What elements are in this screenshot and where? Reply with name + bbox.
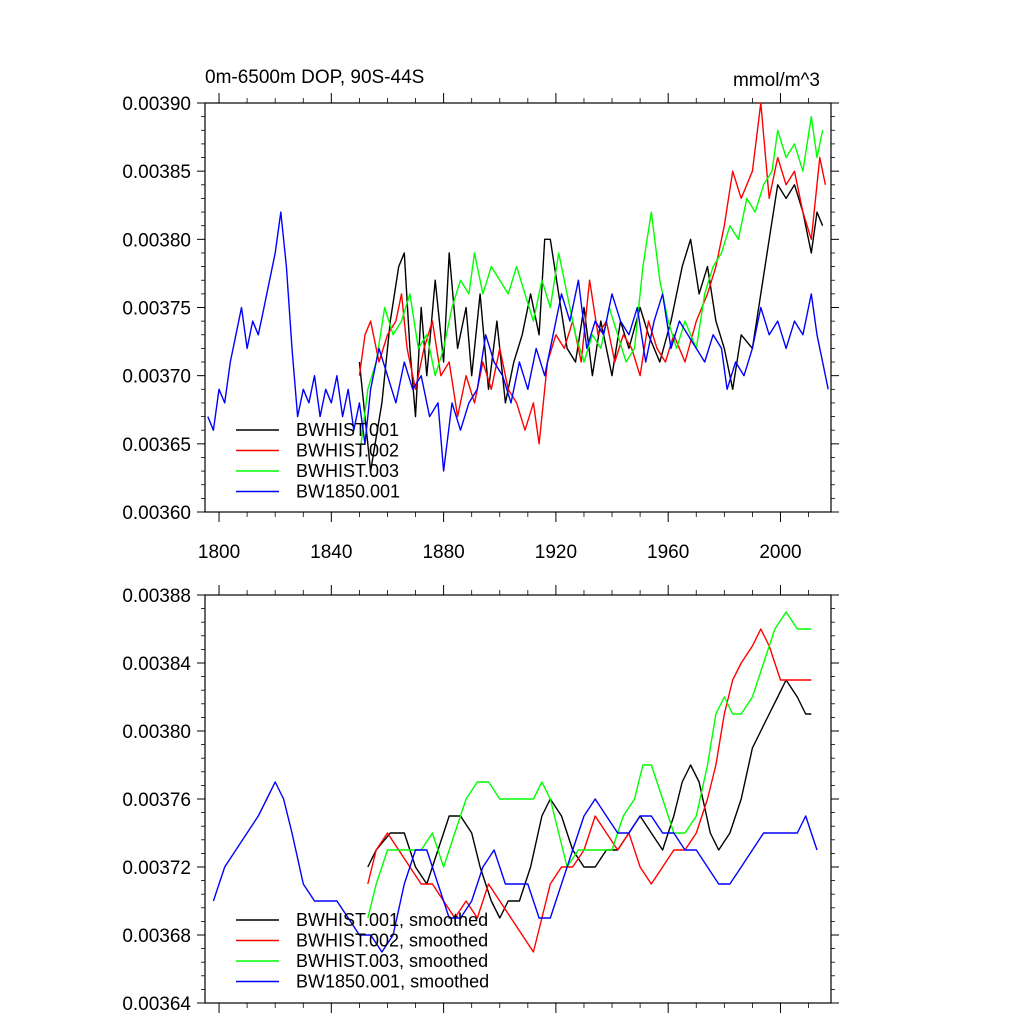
series-line-bwhist-001 [358, 184, 824, 472]
series-line-bwhist-003 [358, 115, 824, 458]
timeseries-panel-raw: 0m-6500m DOP, 90S-44S mmol/m^3 0.003600.… [122, 67, 839, 563]
panel-units-label: mmol/m^3 [733, 70, 820, 91]
legend-label: BWHIST.002 [296, 441, 399, 461]
y-tick-label: 0.00385 [122, 162, 191, 183]
panel-title-left: 0m-6500m DOP, 90S-44S [205, 67, 424, 88]
y-tick-label: 0.00376 [122, 790, 191, 811]
y-tick-label: 0.00365 [122, 435, 191, 456]
y-tick-label: 0.00364 [122, 994, 191, 1015]
series-line-bw1850-001-smoothed [212, 781, 818, 953]
axes-frame: 0.00360 0.00365 0.00370 0.00375 0.00380 0.003… [122, 93, 839, 563]
x-tick-label: 1840 [310, 542, 352, 563]
legend-label: BWHIST.003, smoothed [296, 951, 488, 971]
axes-frame: 0.00364 0.00368 0.00372 0.00376 0.00380 0.003… [122, 585, 839, 1015]
legend-label: BW1850.001 [296, 482, 400, 502]
series-lines [207, 102, 829, 472]
y-tick-label: 0.00388 [122, 586, 191, 607]
series-lines [212, 611, 818, 953]
series-line-bwhist-001-smoothed [367, 679, 812, 919]
x-tick-label: 1800 [198, 542, 240, 563]
legend-label: BWHIST.001 [296, 420, 399, 440]
y-tick-label: 0.00384 [122, 654, 191, 675]
y-tick-label: 0.00375 [122, 299, 191, 320]
y-tick-label: 0.00370 [122, 367, 191, 388]
x-tick-label: 1880 [422, 542, 464, 563]
y-tick-label: 0.00380 [122, 230, 191, 251]
series-line-bwhist-003-smoothed [367, 611, 812, 919]
legend-label: BWHIST.002, smoothed [296, 931, 488, 951]
x-tick-label: 2000 [759, 542, 801, 563]
series-line-bwhist-002 [358, 102, 827, 445]
x-tick-label: 1920 [535, 542, 577, 563]
series-line-bw1850-001 [207, 211, 829, 472]
legend-label: BWHIST.003 [296, 461, 399, 481]
x-tick-label: 1960 [647, 542, 689, 563]
legend-label: BWHIST.001, smoothed [296, 910, 488, 930]
y-tick-label: 0.00390 [122, 94, 191, 115]
y-tick-label: 0.00360 [122, 503, 191, 524]
y-tick-label: 0.00380 [122, 722, 191, 743]
legend-label: BW1850.001, smoothed [296, 972, 489, 992]
y-tick-label: 0.00372 [122, 858, 191, 879]
timeseries-panel-smoothed: 0.00364 0.00368 0.00372 0.00376 0.00380 0.003… [122, 585, 839, 1015]
y-tick-label: 0.00368 [122, 926, 191, 947]
